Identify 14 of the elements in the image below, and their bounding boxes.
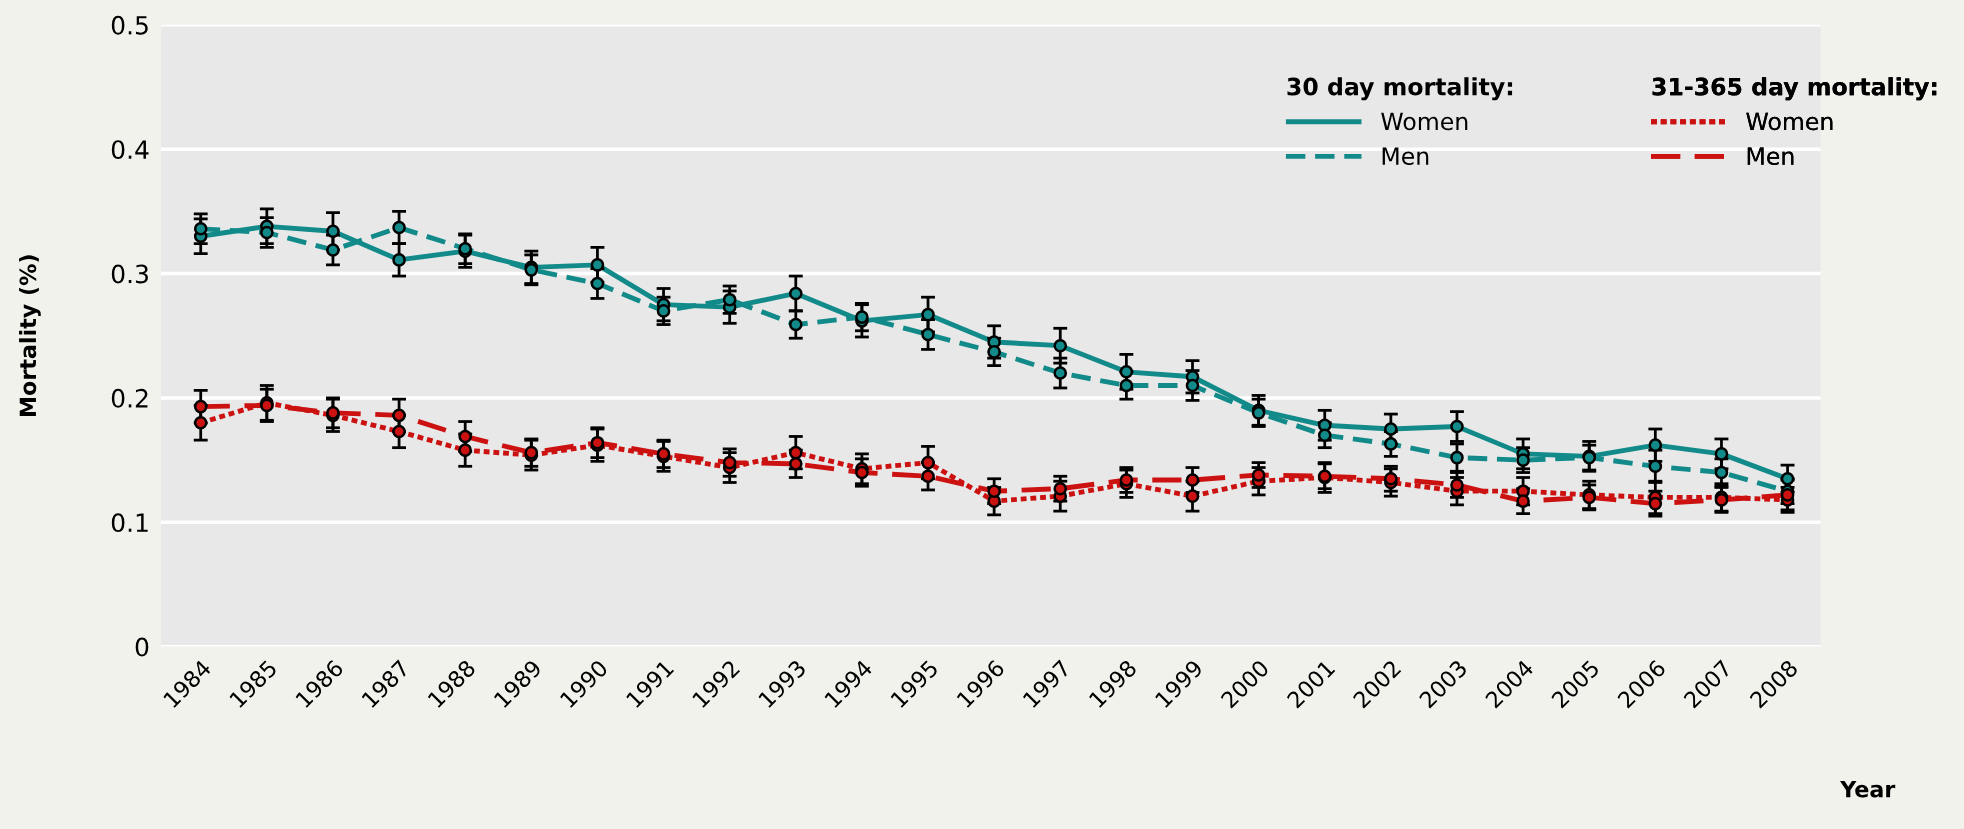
legend-label: Men [1747,147,1794,165]
y-tick-label: 0 [135,637,149,657]
y-tick-label: 0.2 [111,388,148,408]
annotation: 30 day mortality: [1287,77,1513,101]
legend-label: Women [1746,112,1833,131]
annotation: 31-365 day mortality: [1652,77,1937,101]
y-tick-label: 0.1 [111,513,148,533]
legend-label: Men [1382,147,1429,165]
y-tick-label: 0.3 [111,264,148,284]
y-tick-label: 0.5 [111,15,148,35]
x-axis-title: Year [1840,780,1896,798]
y-axis-title: Mortality (%) [19,255,41,417]
legend-label: Women [1381,112,1468,131]
y-tick-label: 0.4 [111,140,149,160]
